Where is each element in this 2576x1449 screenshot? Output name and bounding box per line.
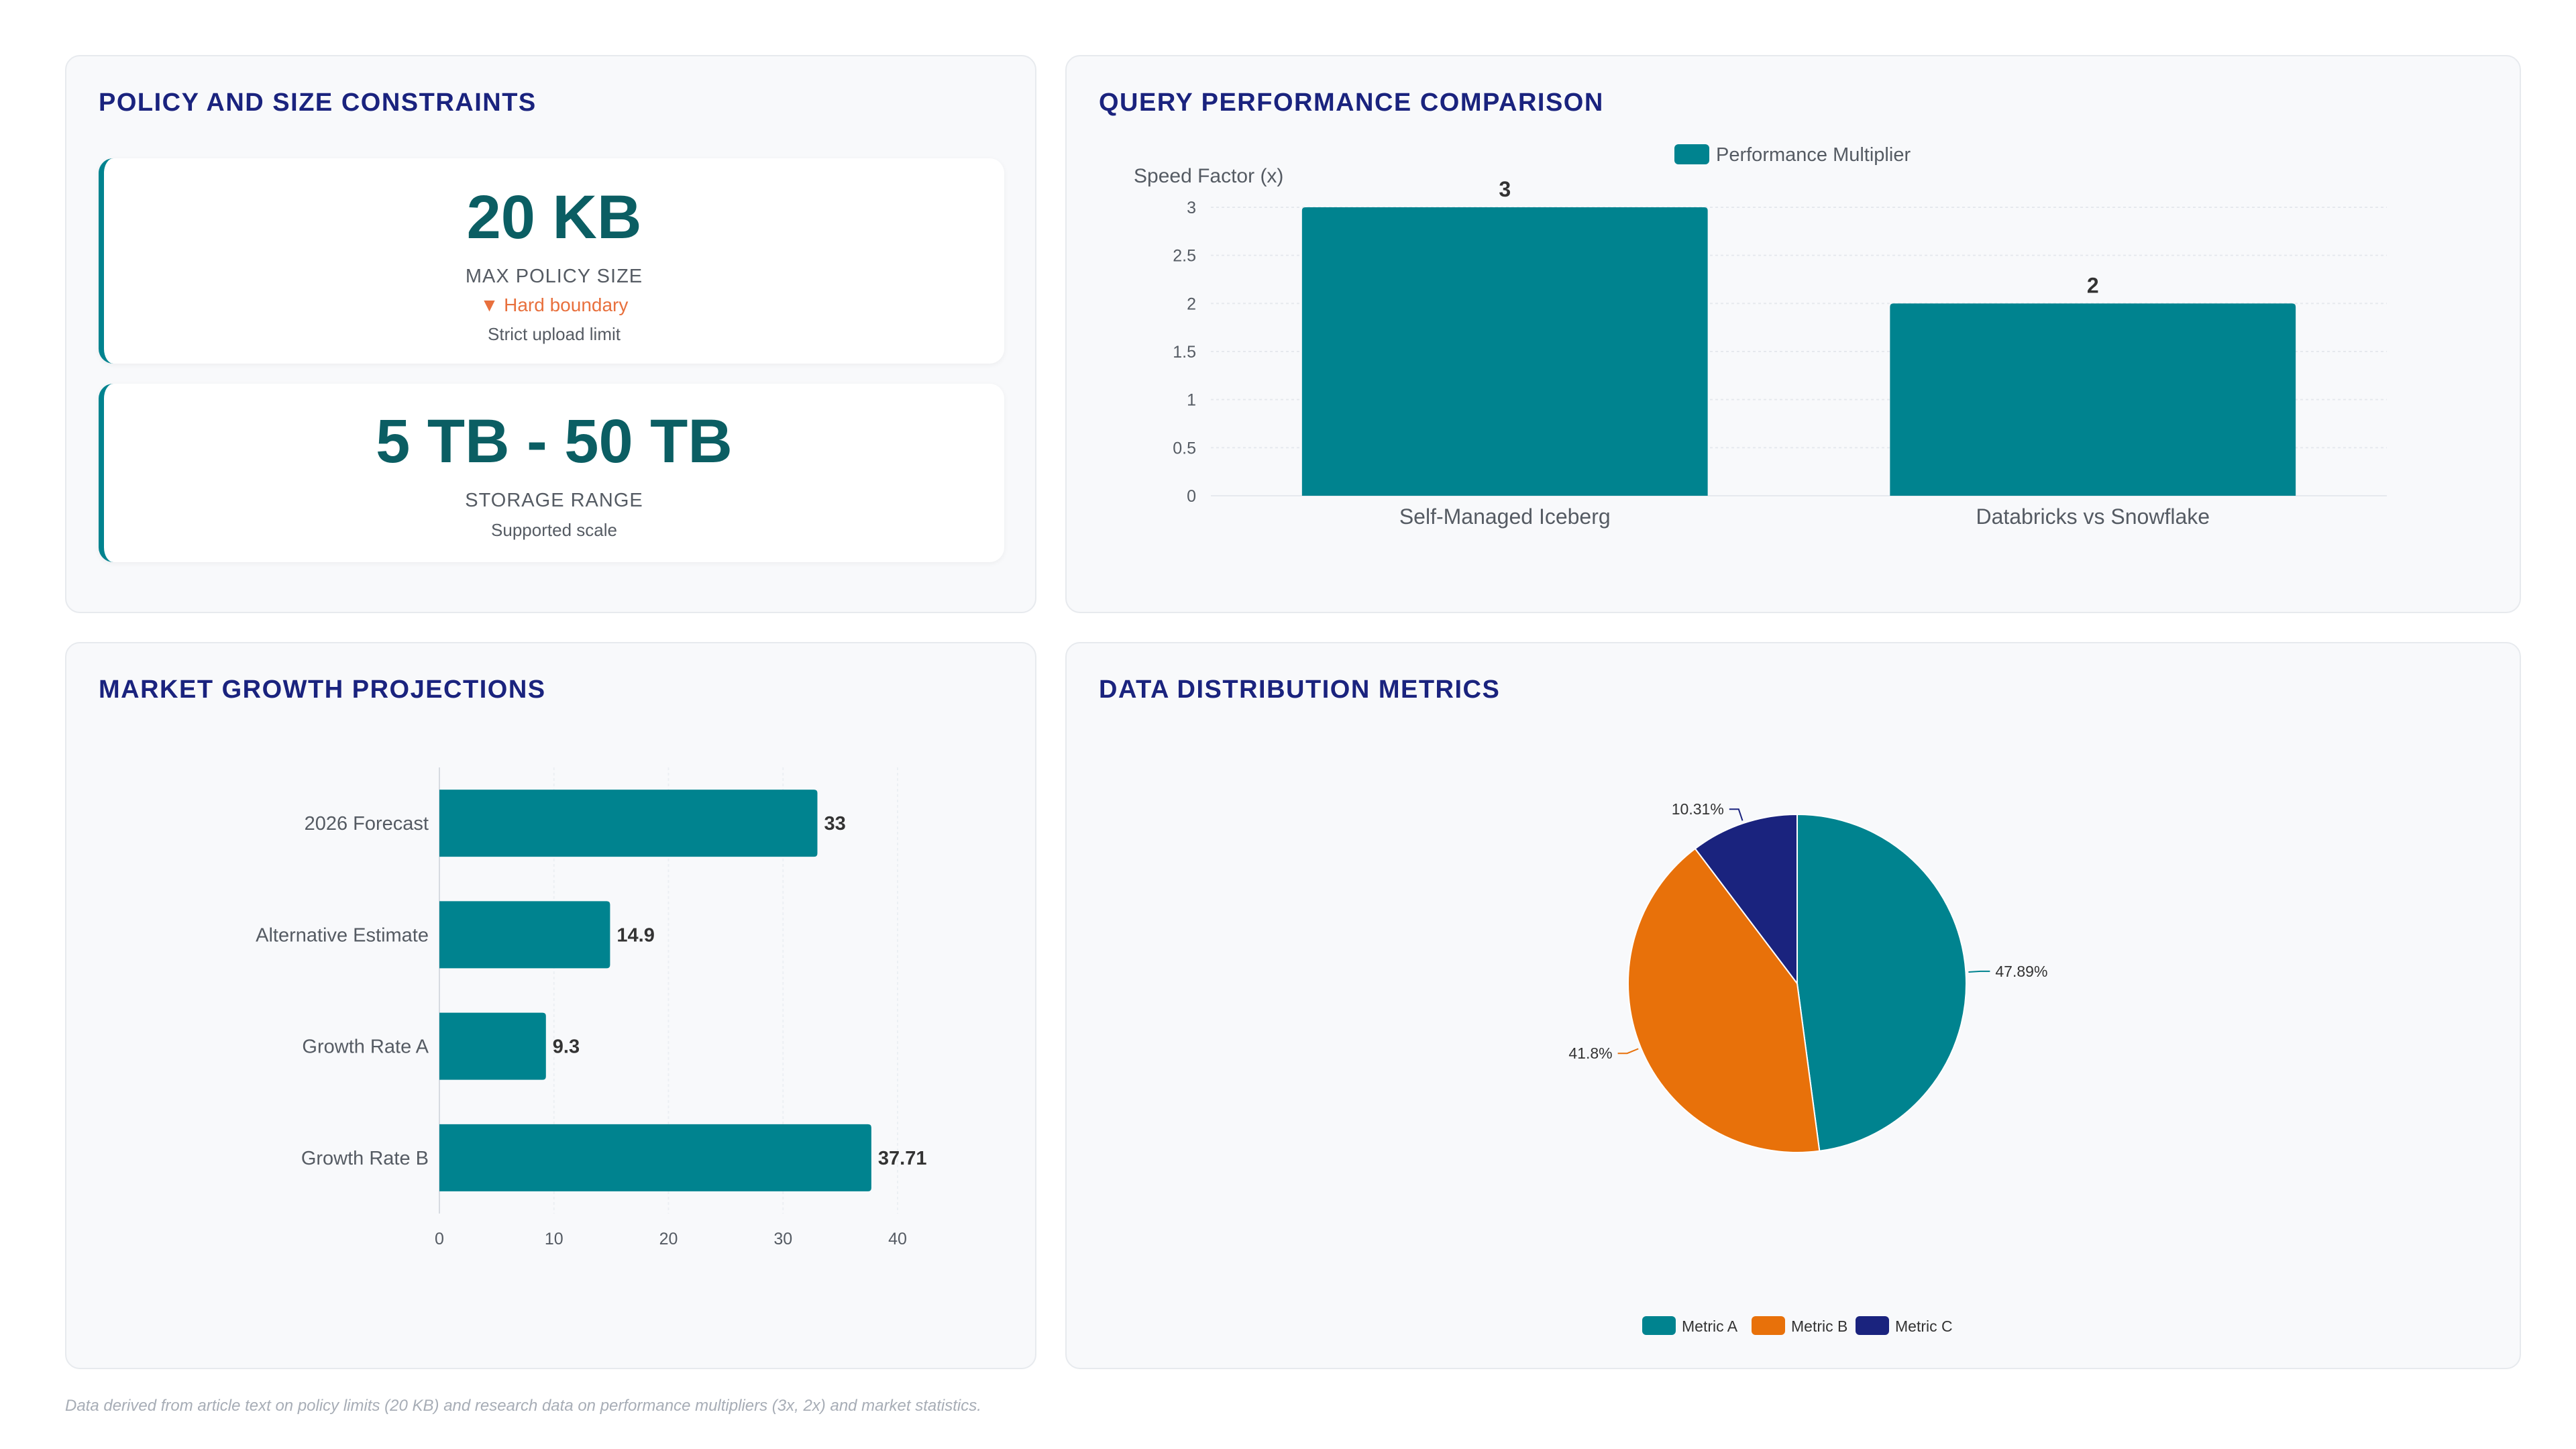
pie-slice: [1796, 813, 1967, 1152]
kpi-card-storage-range: 5 TB - 50 TB STORAGE RANGE Supported sca…: [99, 384, 1004, 562]
x-tick-label: 10: [545, 1230, 564, 1248]
data-label: 3: [1499, 177, 1511, 201]
legend-label: Performance Multiplier: [1716, 144, 1911, 166]
leader-line: [1968, 970, 1990, 973]
data-label: 2: [2087, 273, 2099, 297]
y-tick-label: Alternative Estimate: [256, 924, 429, 946]
y-tick-label: 1: [1187, 391, 1196, 410]
legend-label: Metric C: [1895, 1318, 1953, 1335]
kpi-card-max-policy-size: 20 KB MAX POLICY SIZE ▼ Hard boundary St…: [99, 158, 1004, 364]
kpi-trend: ▼ Hard boundary: [480, 294, 629, 315]
pie-slice: [1694, 813, 1798, 985]
policy-constraints-panel: POLICY AND SIZE CONSTRAINTS 20 KB MAX PO…: [65, 55, 1036, 613]
market-growth-panel: MARKET GROWTH PROJECTIONS 0 10 20 30 40 33 202…: [65, 642, 1036, 1369]
kpi-subtext: Supported scale: [491, 520, 617, 540]
bar: [1890, 303, 2296, 496]
x-tick-label: Self-Managed Iceberg: [1399, 504, 1611, 529]
query-performance-panel: QUERY PERFORMANCE COMPARISON Performance…: [1065, 55, 2521, 613]
kpi-subtext: Strict upload limit: [488, 324, 621, 344]
query-performance-bar-chart: Performance Multiplier Speed Factor (x) 0 0…: [1134, 144, 2387, 529]
bar: [439, 1012, 546, 1080]
data-label: 9.3: [553, 1036, 580, 1058]
kpi-label: STORAGE RANGE: [465, 490, 643, 511]
y-tick-label: 2.5: [1173, 247, 1196, 266]
data-distribution-pie-chart: 47.89%41.8%10.31%Metric A Metric B Metric …: [1568, 800, 2047, 1335]
y-tick-label: 2026 Forecast: [305, 813, 429, 835]
bar: [439, 790, 818, 857]
data-label: 33: [824, 813, 845, 835]
legend-label: Metric B: [1791, 1318, 1847, 1335]
x-tick-label: 0: [435, 1230, 444, 1248]
y-tick-label: 0: [1187, 487, 1196, 506]
x-tick-label: 20: [659, 1230, 678, 1248]
data-label: 14.9: [616, 924, 654, 946]
panel-title: QUERY PERFORMANCE COMPARISON: [1099, 89, 1604, 117]
y-tick-label: 1.5: [1173, 343, 1196, 362]
slice-label: 10.31%: [1672, 800, 1724, 818]
bar: [439, 1124, 871, 1191]
y-tick-label: 2: [1187, 294, 1196, 313]
y-tick-label: 0.5: [1173, 439, 1196, 458]
panel-title: DATA DISTRIBUTION METRICS: [1099, 676, 1501, 704]
x-tick-label: 30: [773, 1230, 792, 1248]
data-label: 37.71: [878, 1148, 927, 1169]
leader-line: [1729, 808, 1743, 821]
kpi-label: MAX POLICY SIZE: [465, 266, 643, 287]
kpi-value: 20 KB: [466, 183, 642, 252]
leader-line: [1617, 1048, 1639, 1055]
y-tick-label: Growth Rate B: [301, 1148, 429, 1169]
market-growth-bar-chart: 0 10 20 30 40 33 2026 Forecast 14.9 Alternative …: [256, 767, 927, 1248]
legend-label: Metric A: [1682, 1318, 1738, 1335]
x-tick-label: 40: [888, 1230, 907, 1248]
y-tick-label: Growth Rate A: [302, 1036, 429, 1058]
slice-label: 47.89%: [1995, 963, 2047, 980]
chart-legend: Metric A Metric B Metric C: [1642, 1316, 1953, 1335]
y-tick-label: 3: [1187, 199, 1196, 217]
footnote: Data derived from article text on policy…: [65, 1397, 981, 1415]
data-distribution-panel: DATA DISTRIBUTION METRICS 47.89% 41.8% 10.…: [1065, 642, 2521, 1369]
chart-legend: Performance Multiplier: [1674, 144, 1911, 166]
slice-label: 41.8%: [1568, 1044, 1612, 1062]
pie-slice: [1627, 847, 1821, 1153]
panel-title: POLICY AND SIZE CONSTRAINTS: [99, 89, 537, 117]
x-tick-label: Databricks vs Snowflake: [1976, 504, 2210, 529]
legend-swatch: [1642, 1316, 1676, 1335]
bar: [439, 901, 610, 969]
bar: [1301, 207, 1708, 496]
y-axis-title: Speed Factor (x): [1134, 165, 1283, 187]
legend-swatch: [1674, 144, 1709, 164]
kpi-value: 5 TB - 50 TB: [376, 407, 733, 476]
legend-swatch: [1752, 1316, 1785, 1335]
panel-title: MARKET GROWTH PROJECTIONS: [99, 676, 546, 704]
legend-swatch: [1856, 1316, 1889, 1335]
